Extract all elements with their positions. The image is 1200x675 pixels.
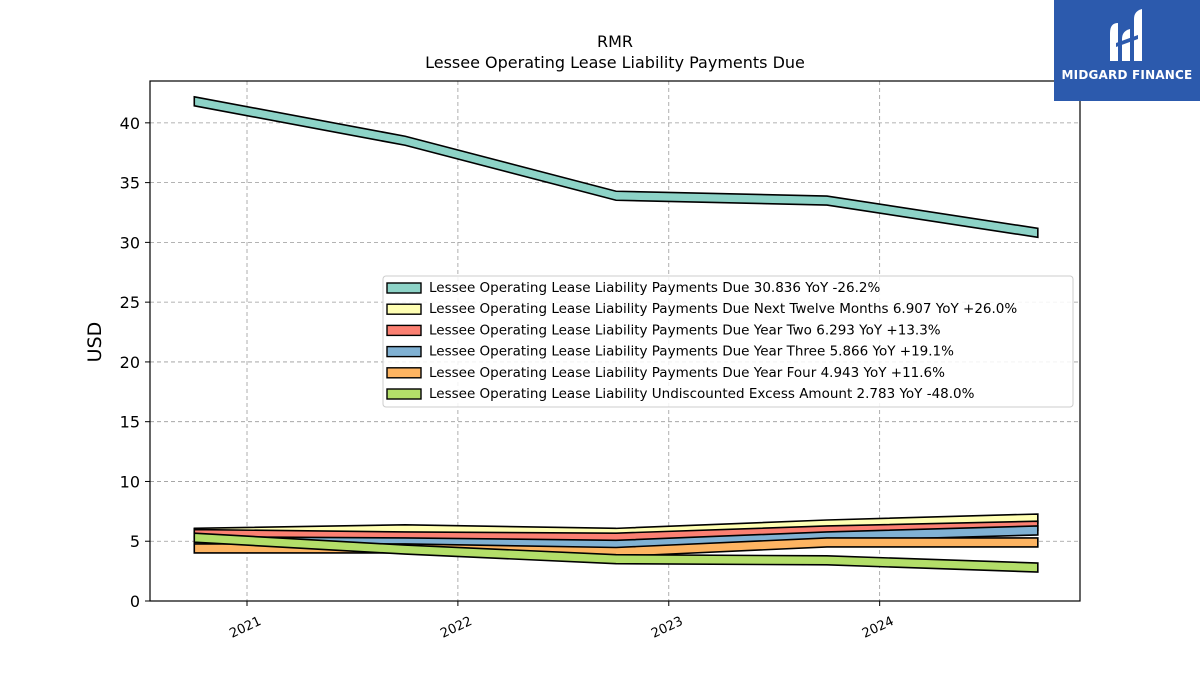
y-tick-label: 15 xyxy=(120,413,140,432)
y-axis-label: USD xyxy=(84,322,106,363)
data-point xyxy=(1037,530,1038,531)
series-band-6 xyxy=(193,532,1039,573)
y-tick-label: 0 xyxy=(130,592,140,611)
logo-mark-icon xyxy=(1110,9,1142,61)
x-tick-label: 2021 xyxy=(227,614,263,642)
data-point xyxy=(616,537,617,538)
data-point xyxy=(1037,232,1038,233)
y-tick-label: 25 xyxy=(120,293,140,312)
y-tick-label: 30 xyxy=(120,233,140,252)
legend-swatch xyxy=(386,388,422,400)
legend-box xyxy=(382,275,1074,408)
data-point xyxy=(826,560,827,561)
y-tick-label: 40 xyxy=(120,114,140,133)
data-point xyxy=(405,536,406,537)
legend-entry: Lessee Operating Lease Liability Payment… xyxy=(429,301,1017,317)
data-point xyxy=(616,551,617,552)
data-point xyxy=(1037,542,1038,543)
series-band-1 xyxy=(193,95,1039,239)
legend-swatch xyxy=(386,367,422,379)
x-tick-label: 2022 xyxy=(438,614,474,642)
midgard-finance-logo: MIDGARD FINANCE xyxy=(1054,0,1200,101)
data-point xyxy=(194,537,195,538)
y-tick-label: 5 xyxy=(130,532,140,551)
legend-entry: Lessee Operating Lease Liability Payment… xyxy=(429,280,880,296)
data-point xyxy=(826,524,827,525)
series-bands xyxy=(193,95,1039,573)
axes: 0 5 10 15 20 25 30 35 40 2021 2022 2023 2024 xyxy=(120,114,897,642)
legend-entry: Lessee Operating Lease Liability Payment… xyxy=(429,322,941,338)
legend-swatch xyxy=(386,324,422,337)
x-tick-label: 2024 xyxy=(860,614,896,642)
chart-subtitle: Lessee Operating Lease Liability Payment… xyxy=(425,53,805,72)
y-tick-label: 35 xyxy=(120,174,140,193)
data-point xyxy=(826,530,827,531)
data-point xyxy=(1037,567,1038,568)
legend-entry: Lessee Operating Lease Liability Undisco… xyxy=(429,386,975,402)
data-point xyxy=(616,544,617,545)
data-point xyxy=(826,542,827,543)
y-tick-label: 20 xyxy=(120,353,140,372)
data-point xyxy=(194,101,195,102)
legend: Lessee Operating Lease Liability Payment… xyxy=(382,275,1074,408)
data-point xyxy=(405,549,406,550)
chart-title: RMR xyxy=(597,32,633,51)
legend-swatch xyxy=(386,282,422,294)
x-tick-label: 2023 xyxy=(649,614,685,642)
logo-text: MIDGARD FINANCE xyxy=(1061,68,1193,82)
data-point xyxy=(405,529,406,530)
data-point xyxy=(1037,518,1038,519)
data-point xyxy=(616,559,617,560)
y-tick-label: 10 xyxy=(120,472,140,491)
legend-entry: Lessee Operating Lease Liability Payment… xyxy=(429,344,954,360)
legend-entry: Lessee Operating Lease Liability Payment… xyxy=(429,365,945,381)
data-point xyxy=(405,140,406,141)
legend-swatch xyxy=(386,303,422,315)
plot-frame xyxy=(149,80,1081,602)
data-point xyxy=(194,548,195,549)
data-point xyxy=(826,536,827,537)
data-point xyxy=(616,195,617,196)
data-point xyxy=(405,542,406,543)
data-point xyxy=(826,200,827,201)
legend-swatch xyxy=(386,345,422,358)
